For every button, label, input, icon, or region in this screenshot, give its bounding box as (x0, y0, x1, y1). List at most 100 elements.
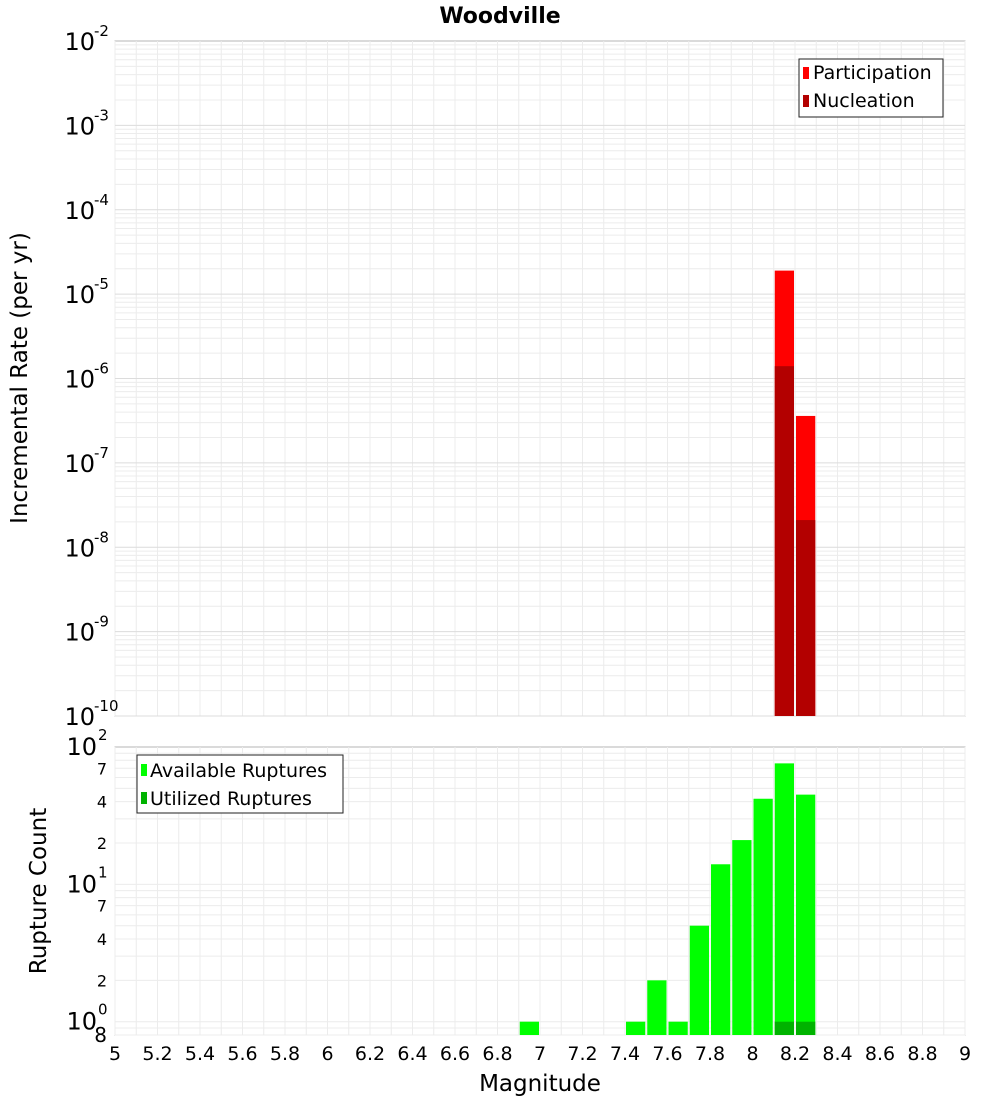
x-tick-label: 7.8 (695, 1043, 725, 1065)
x-tick-label: 7.6 (652, 1043, 682, 1065)
x-tick-label: 8.8 (907, 1043, 937, 1065)
rate-y-tick-exp: -6 (94, 360, 109, 378)
x-tick-label: 8.2 (780, 1043, 810, 1065)
x-tick-label: 8.4 (822, 1043, 852, 1065)
rate-y-tick: 10 -2 (64, 22, 109, 56)
rate-y-tick-base: 10 (64, 534, 95, 562)
count-y-tick-major: 10 2 (66, 726, 107, 761)
rate-y-tick: 10 -3 (64, 106, 109, 140)
count-y-tick-minor: 8 (94, 1023, 107, 1047)
count-legend-box (136, 754, 344, 814)
x-tick-label: 7 (534, 1043, 546, 1065)
count-y-tick-exp: 2 (98, 726, 108, 744)
count-y-tick-exp: 0 (98, 1001, 108, 1019)
x-tick-label: 6 (321, 1043, 333, 1065)
legend-label-participation: Participation (813, 62, 932, 84)
x-axis-label: Magnitude (479, 1071, 601, 1097)
x-tick-label: 5.2 (142, 1043, 172, 1065)
count-bars (519, 763, 816, 1035)
available-ruptures-bar (753, 798, 773, 1035)
count-y-tick-minor: 7 (97, 759, 107, 778)
count-y-tick-minor: 4 (97, 793, 107, 812)
available-ruptures-bar (668, 1021, 688, 1035)
utilized-ruptures-bar (796, 1021, 816, 1035)
available-ruptures-bar (774, 763, 794, 1035)
x-tick-label: 9 (959, 1043, 971, 1065)
count-gridlines (114, 747, 966, 1036)
available-ruptures-bar (711, 864, 731, 1035)
available-ruptures-bar (519, 1021, 539, 1035)
rate-y-tick-base: 10 (64, 197, 95, 225)
count-y-tick-minor: 7 (97, 897, 107, 916)
available-ruptures-bar (732, 840, 752, 1035)
rate-y-tick-exp: -5 (94, 275, 109, 293)
x-tick-label: 5.4 (185, 1043, 215, 1065)
rate-y-tick: 10 -9 (64, 613, 109, 647)
count-y-axis-label: Rupture Count (26, 808, 52, 974)
rate-gridlines (114, 41, 966, 717)
rate-y-tick-base: 10 (64, 112, 95, 140)
legend-label-nucleation: Nucleation (813, 90, 915, 112)
rate-y-axis-label: Incremental Rate (per yr) (7, 232, 33, 524)
rate-y-tick-exp: -9 (94, 613, 109, 631)
legend-label-utilized: Utilized Ruptures (150, 788, 312, 810)
count-y-tick-exp: 1 (98, 863, 108, 881)
rate-y-tick-base: 10 (64, 619, 95, 647)
rate-y-tick-exp: -2 (94, 22, 109, 40)
rate-y-tick-base: 10 (64, 450, 95, 478)
count-legend: Available Ruptures Utilized Ruptures (136, 754, 344, 814)
x-tick-label: 6.6 (440, 1043, 470, 1065)
available-ruptures-bar (647, 980, 667, 1035)
count-y-tick-minor: 4 (97, 930, 107, 949)
legend-swatch-nucleation (803, 95, 809, 107)
rate-bars (774, 270, 816, 716)
available-ruptures-bar (796, 794, 816, 1035)
rate-y-tick-exp: -8 (94, 528, 109, 546)
x-tick-labels: 5 5.2 5.4 5.6 5.8 6 6.2 6.4 6.6 6.8 7 7.2 7.4 7.6 7.8 8… (109, 1043, 971, 1065)
nucleation-bar (774, 366, 794, 716)
rate-legend-box (798, 58, 944, 118)
rate-y-tick: 10 -6 (64, 360, 109, 394)
count-y-tick-major: 10 0 (66, 1001, 107, 1036)
legend-label-available: Available Ruptures (150, 760, 327, 782)
rate-y-tick-base: 10 (64, 703, 95, 731)
legend-swatch-available (141, 764, 147, 776)
legend-swatch-utilized (141, 792, 147, 804)
count-y-tick-minor: 2 (97, 971, 107, 990)
x-tick-label: 7.2 (567, 1043, 597, 1065)
count-y-tick-base: 10 (66, 870, 97, 898)
x-tick-label: 6.4 (397, 1043, 427, 1065)
available-ruptures-bar (626, 1021, 646, 1035)
rate-y-tick: 10 -10 (64, 697, 118, 731)
available-ruptures-bar (689, 925, 709, 1035)
rate-y-tick-exp: -4 (94, 191, 109, 209)
x-tick-label: 5.6 (227, 1043, 257, 1065)
rate-y-tick-exp: -7 (94, 444, 109, 462)
utilized-ruptures-bar (774, 1021, 794, 1035)
rate-y-tick: 10 -5 (64, 275, 109, 309)
rate-y-tick: 10 -4 (64, 191, 109, 225)
rate-y-tick-base: 10 (64, 366, 95, 394)
x-tick-label: 5.8 (270, 1043, 300, 1065)
x-tick-label: 5 (109, 1043, 121, 1065)
rate-y-tick: 10 -8 (64, 528, 109, 562)
count-y-tick-major: 10 1 (66, 863, 107, 898)
chart-title: Woodville (439, 4, 560, 29)
rate-y-tick-exp: -10 (94, 697, 119, 715)
legend-swatch-participation (803, 67, 809, 79)
x-tick-label: 8 (746, 1043, 758, 1065)
x-tick-label: 6.8 (482, 1043, 512, 1065)
count-y-tick-minor: 2 (97, 834, 107, 853)
rate-legend: Participation Nucleation (798, 58, 944, 118)
count-y-tick-base: 10 (66, 733, 97, 761)
nucleation-bar (796, 520, 816, 716)
x-tick-label: 7.4 (610, 1043, 640, 1065)
rate-y-tick: 10 -7 (64, 444, 109, 478)
rate-y-tick-base: 10 (64, 281, 95, 309)
rate-y-tick-base: 10 (64, 28, 95, 56)
